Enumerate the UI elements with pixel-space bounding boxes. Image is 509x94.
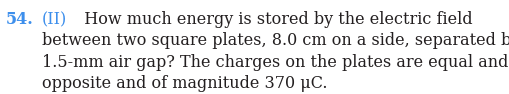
Text: (II): (II) — [42, 11, 67, 28]
Text: 1.5-mm air gap? The charges on the plates are equal and: 1.5-mm air gap? The charges on the plate… — [42, 54, 508, 71]
Text: between two square plates, 8.0 cm on a side, separated by a: between two square plates, 8.0 cm on a s… — [42, 32, 509, 49]
Text: 54.: 54. — [6, 11, 34, 28]
Text: How much energy is stored by the electric field: How much energy is stored by the electri… — [74, 11, 472, 28]
Text: opposite and of magnitude 370 μC.: opposite and of magnitude 370 μC. — [42, 75, 327, 92]
